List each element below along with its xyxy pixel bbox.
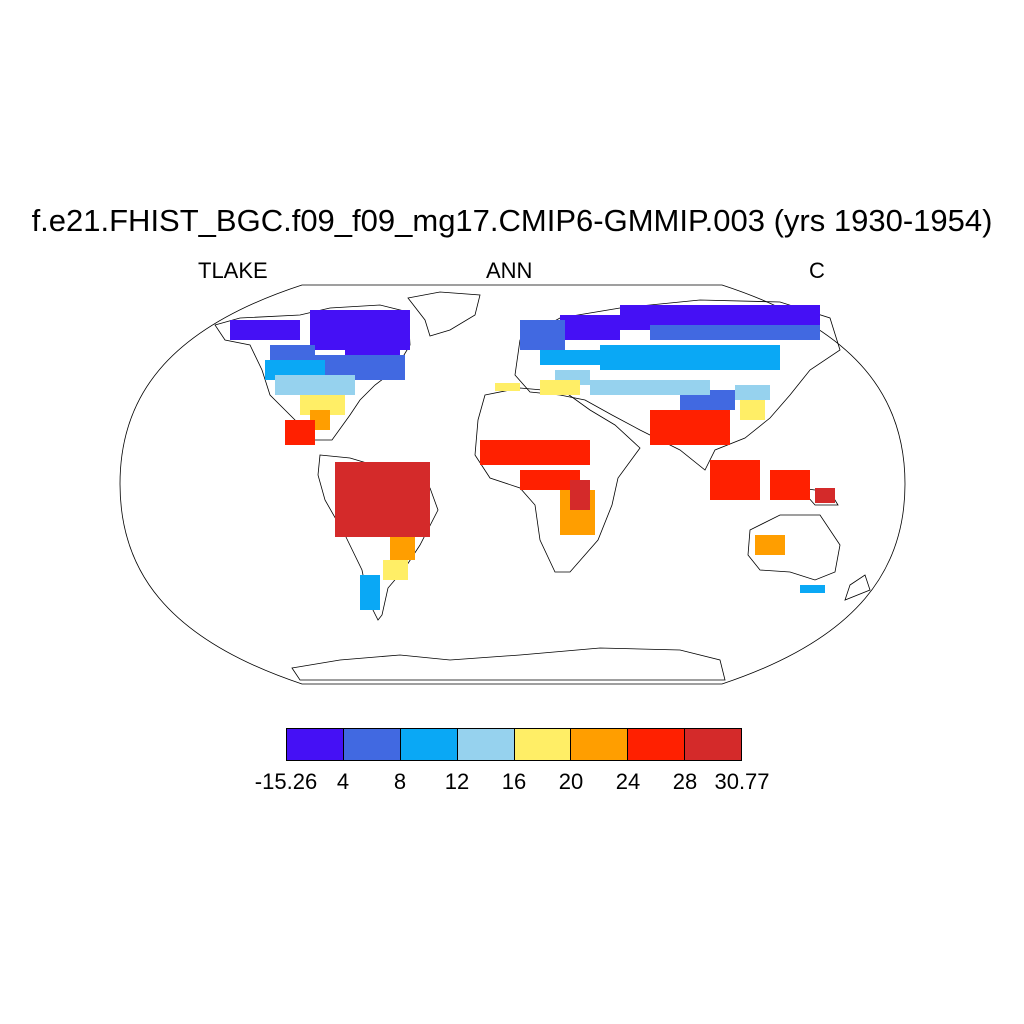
colorbar-box-4: [514, 729, 572, 760]
colorbar-box-1: [343, 729, 401, 760]
subtitle-units: C: [809, 258, 825, 283]
region-tropics-hot: [335, 462, 835, 537]
colorbar-box-3: [457, 729, 515, 760]
colorbar-label-3: 12: [444, 769, 470, 794]
colorbar: [286, 728, 742, 761]
colorbar-label-4: 16: [501, 769, 527, 794]
colorbar-box-6: [628, 729, 686, 760]
subtitle-variable: TLAKE: [198, 258, 268, 283]
region-tropics: [275, 370, 770, 400]
colorbar-label-6: 24: [615, 769, 641, 794]
colorbar-label-5: 20: [558, 769, 584, 794]
region-southern-subtropics: [300, 380, 765, 580]
colorbar-box-0: [287, 729, 344, 760]
subtitle-season: ANN: [486, 258, 533, 283]
data-field: [230, 305, 835, 610]
colorbar-label-1: 4: [336, 769, 350, 794]
colorbar-box-5: [571, 729, 629, 760]
colorbar-label-2: 8: [393, 769, 407, 794]
colorbar-box-7: [685, 729, 741, 760]
colorbar-label-7: 28: [672, 769, 698, 794]
plot-title: f.e21.FHIST_BGC.f09_f09_mg17.CMIP6-GMMIP…: [31, 203, 993, 238]
region-tropics-warm: [285, 410, 810, 500]
colorbar-label-0: -15.26: [254, 769, 318, 794]
colorbar-box-2: [400, 729, 458, 760]
colorbar-label-8: 30.77: [714, 769, 770, 794]
